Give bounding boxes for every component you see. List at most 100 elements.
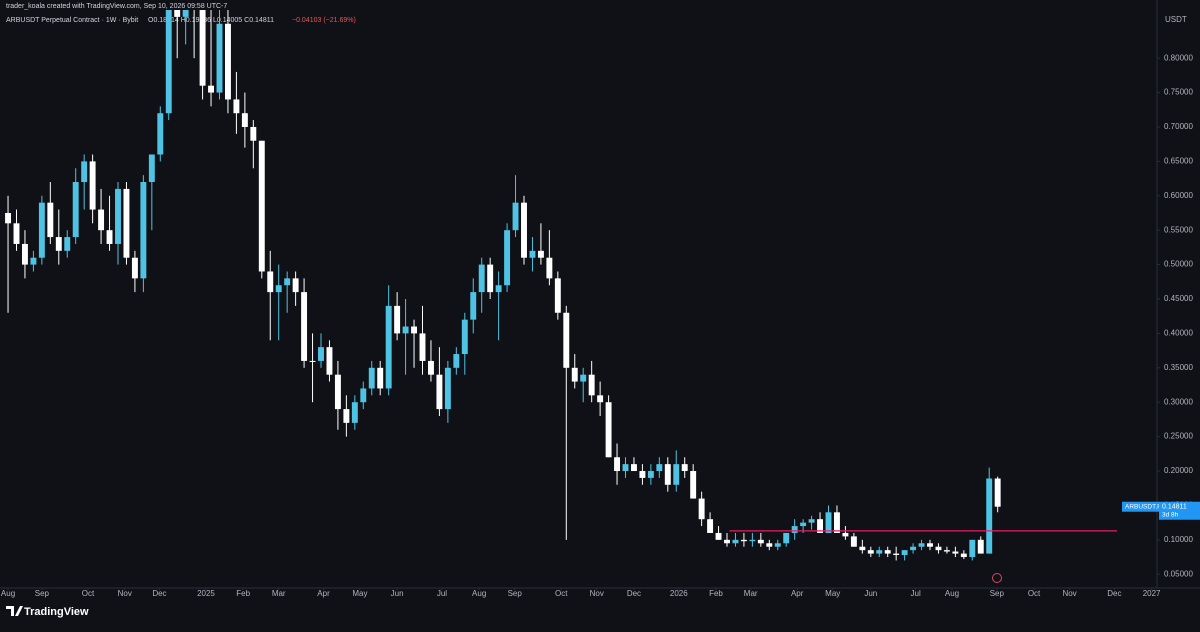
x-tick-label: Jun: [864, 589, 877, 598]
x-tick-label: Sep: [35, 589, 50, 598]
candle-body: [597, 395, 604, 403]
y-tick-label: 0.80000: [1164, 53, 1193, 62]
candle-body: [588, 374, 595, 396]
candle-body: [140, 182, 147, 279]
x-tick-label: 2025: [197, 589, 215, 598]
candle-body: [131, 257, 138, 279]
candle-body: [504, 230, 511, 286]
legend-change: −0.04103 (−21.69%): [292, 17, 356, 24]
candle-body: [918, 543, 925, 547]
candle-body: [817, 519, 824, 533]
candle-body: [707, 519, 714, 533]
candle-body: [47, 202, 54, 238]
y-tick-label: 0.50000: [1164, 260, 1193, 269]
candle-body: [977, 539, 984, 554]
x-tick-label: Jul: [911, 589, 921, 598]
candle-body: [935, 546, 942, 551]
candle-body: [453, 354, 460, 368]
x-tick-label: 2027: [1143, 589, 1161, 598]
x-tick-label: Aug: [1, 589, 15, 598]
brand-name: TradingView: [24, 606, 89, 618]
candle-body: [867, 550, 874, 554]
candle-body: [64, 237, 71, 251]
y-tick-label: 0.60000: [1164, 191, 1193, 200]
candle-body: [757, 539, 764, 544]
candle-body: [284, 278, 291, 286]
candle-body: [334, 374, 341, 410]
x-tick-label: Oct: [555, 589, 568, 598]
x-tick-label: Dec: [1107, 589, 1121, 598]
candle-body: [521, 202, 527, 258]
y-tick-label: 0.55000: [1164, 225, 1193, 234]
price-tag: 0.14811: [1162, 504, 1187, 511]
y-tick-label: 0.25000: [1164, 432, 1193, 441]
candle-body: [512, 202, 519, 231]
x-tick-label: Feb: [236, 589, 250, 598]
candle-body: [292, 278, 299, 293]
y-tick-label: 0.20000: [1164, 466, 1193, 475]
logo-mark: [6, 606, 23, 616]
y-tick-label: 0.75000: [1164, 88, 1193, 97]
candle-body: [580, 374, 587, 382]
candle-body: [724, 539, 730, 544]
candle-body: [98, 209, 105, 231]
candle-body: [495, 285, 502, 293]
candle-body: [157, 113, 164, 155]
y-tick-label: 0.35000: [1164, 363, 1193, 372]
candle-body: [850, 536, 857, 547]
x-tick-label: Dec: [627, 589, 641, 598]
candle-body: [115, 188, 121, 244]
x-tick-label: May: [825, 589, 840, 598]
candle-body: [630, 464, 637, 472]
candle-body: [859, 546, 866, 551]
candle-body: [893, 553, 900, 555]
legend-symbol: ARBUSDT Perpetual Contract · 1W · Bybit: [6, 17, 138, 24]
x-tick-label: Oct: [82, 589, 95, 598]
x-tick-label: Dec: [152, 589, 166, 598]
candle-body: [89, 161, 96, 210]
candle-body: [411, 326, 418, 334]
candle-body: [267, 271, 274, 293]
candle-body: [605, 402, 612, 458]
candle-body: [808, 519, 815, 523]
candle-body: [106, 230, 113, 244]
candle-body: [250, 126, 257, 141]
y-tick-label: 0.10000: [1164, 535, 1193, 544]
candle-body: [360, 388, 367, 403]
candle-body: [326, 347, 333, 375]
x-tick-label: Aug: [945, 589, 959, 598]
header: trader_koala created with TradingView.co…: [6, 3, 227, 10]
candle-body: [351, 402, 358, 423]
candle-body: [241, 113, 248, 127]
event-icon[interactable]: [992, 573, 1002, 583]
candle-body: [461, 319, 468, 355]
x-tick-label: Feb: [709, 589, 723, 598]
candle-body: [546, 257, 553, 279]
x-tick-label: Mar: [272, 589, 286, 598]
candle-body: [487, 264, 494, 293]
candle-body: [55, 237, 62, 251]
y-tick-label: 0.65000: [1164, 156, 1193, 165]
candle-body: [233, 99, 240, 114]
candle-body: [952, 551, 959, 554]
x-tick-label: Oct: [1028, 589, 1041, 598]
candle-body: [960, 553, 967, 558]
candle-body: [656, 464, 663, 472]
symbol-tag-box: [1122, 501, 1159, 512]
candle-body: [13, 223, 20, 244]
x-tick-label: Apr: [791, 589, 804, 598]
candle-body: [72, 182, 79, 238]
candle-body: [394, 305, 401, 334]
candle-body: [715, 532, 722, 540]
candle-body: [537, 250, 544, 258]
candle-body: [969, 539, 976, 558]
candle-body: [309, 360, 316, 362]
candle-body: [884, 550, 891, 554]
candle-body: [740, 539, 747, 542]
y-tick-label: 0.45000: [1164, 294, 1193, 303]
candle-body: [994, 478, 1001, 507]
candle-body: [943, 550, 950, 552]
candle-body: [182, 10, 189, 17]
